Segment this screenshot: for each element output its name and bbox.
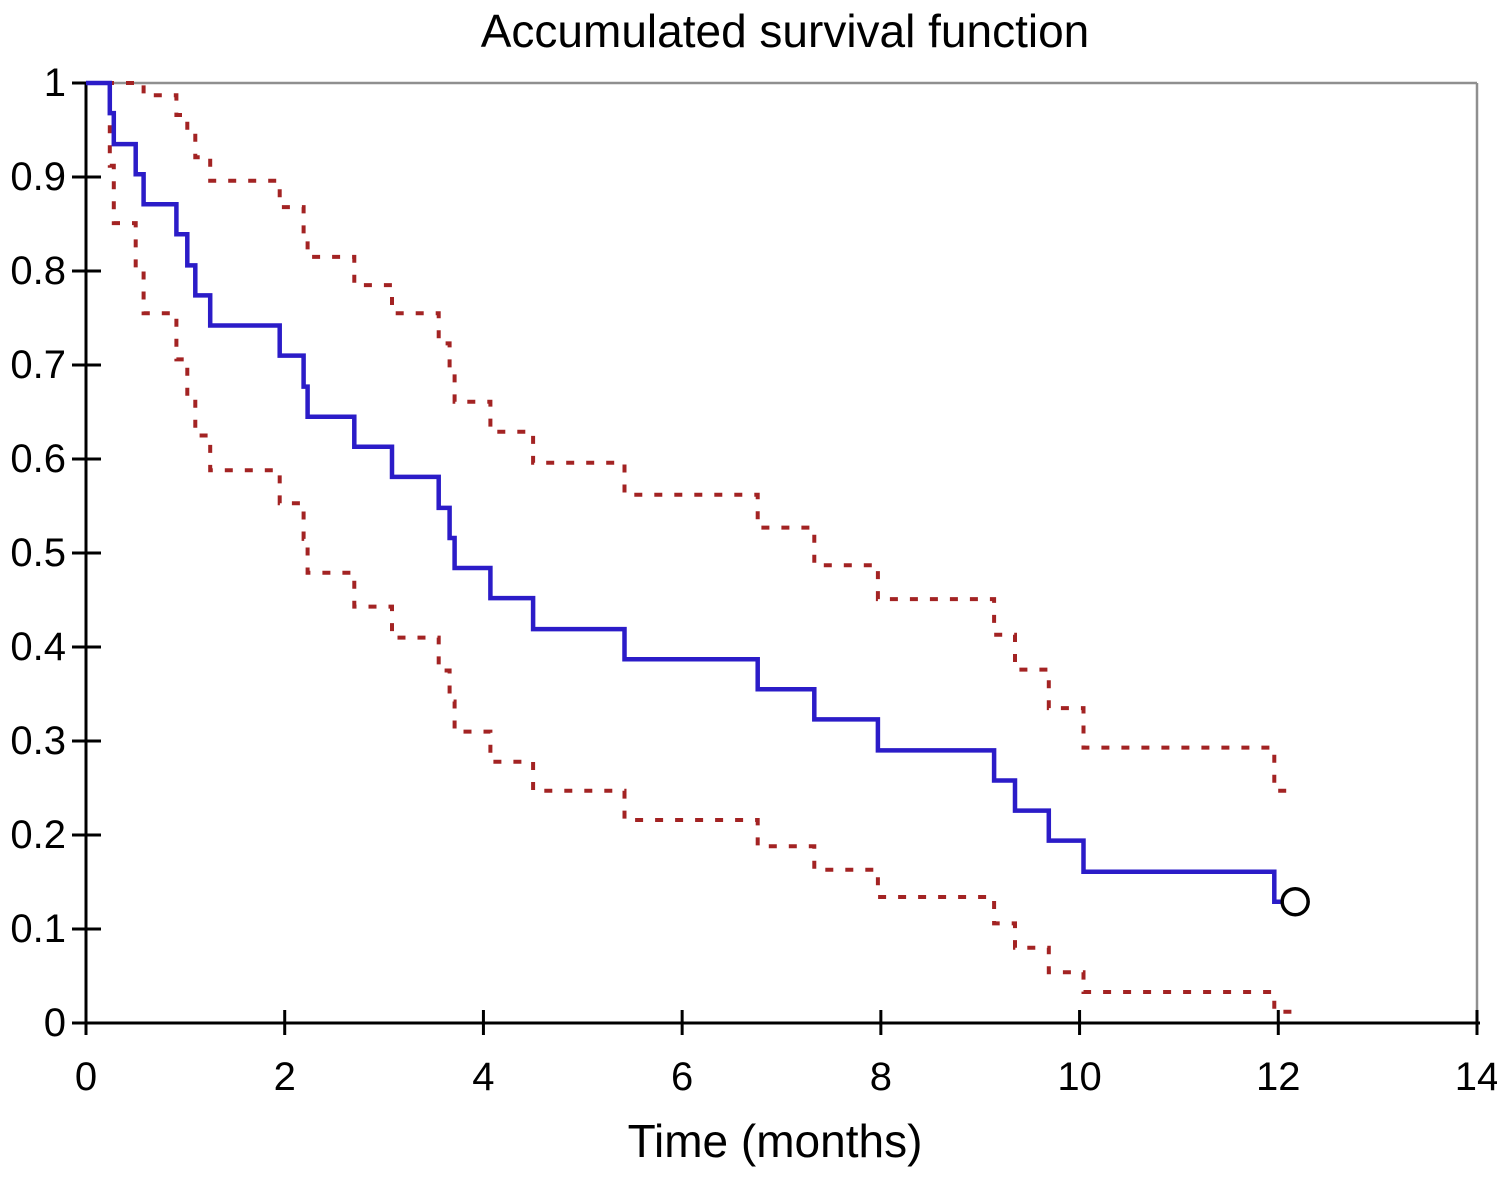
x-tick-label: 12 <box>1256 1055 1301 1099</box>
y-tick-label: 0.1 <box>10 907 66 951</box>
chart-title: Accumulated survival function <box>481 5 1090 57</box>
y-tick-label: 0.9 <box>10 155 66 199</box>
x-tick-label: 8 <box>870 1055 892 1099</box>
upper-95ci-curve <box>86 81 1294 793</box>
y-tick-label: 0.2 <box>10 813 66 857</box>
censor-marker-circle <box>1280 886 1310 917</box>
y-tick-label: 0.4 <box>10 625 66 669</box>
y-tick-label: 1 <box>44 61 66 105</box>
x-tick-label: 10 <box>1057 1055 1102 1099</box>
x-tick-label: 14 <box>1455 1055 1497 1099</box>
x-tick-label: 6 <box>671 1055 693 1099</box>
y-tick-label: 0.5 <box>10 531 66 575</box>
x-axis-label: Time (months) <box>628 1115 923 1167</box>
y-tick-label: 0 <box>44 1001 66 1045</box>
lower-95ci-curve <box>107 125 1297 1014</box>
y-tick-label: 0.6 <box>10 437 66 481</box>
x-tick-label: 0 <box>75 1055 97 1099</box>
y-tick-label: 0.8 <box>10 249 66 293</box>
x-tick-label: 4 <box>472 1055 494 1099</box>
y-tick-label: 0.3 <box>10 719 66 763</box>
y-tick-label: 0.7 <box>10 343 66 387</box>
x-tick-label: 2 <box>274 1055 296 1099</box>
survival-estimate-curve <box>86 80 1284 904</box>
